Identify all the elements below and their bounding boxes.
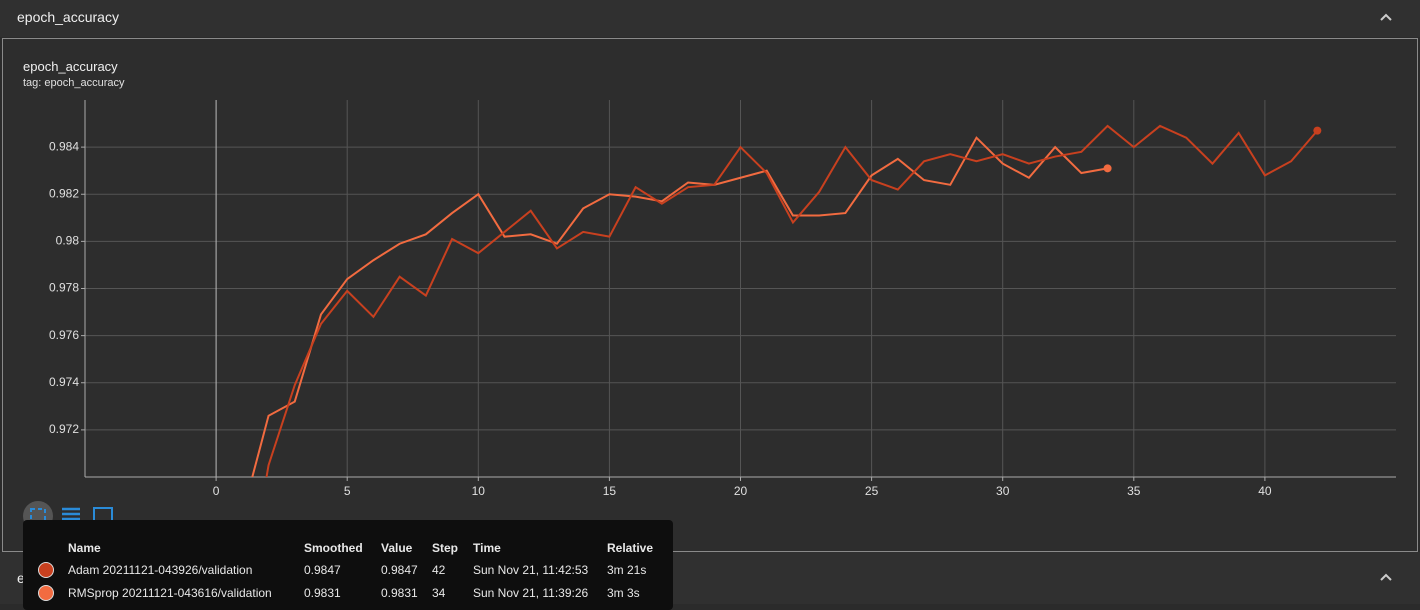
series-swatch (38, 562, 54, 578)
x-tick-label: 25 (865, 484, 879, 498)
y-tick-label: 0.984 (49, 139, 79, 153)
x-tick-label: 20 (734, 484, 748, 498)
step-cell: 34 (432, 586, 446, 600)
x-tick-label: 40 (1258, 484, 1272, 498)
toggle-log-button[interactable] (62, 507, 80, 521)
x-tick-label: 35 (1127, 484, 1141, 498)
plot-area (251, 124, 1322, 477)
collapse-icon[interactable] (1378, 570, 1394, 584)
x-tick-label: 30 (996, 484, 1010, 498)
y-tick-label: 0.978 (49, 281, 79, 295)
column-header: Smoothed (304, 541, 363, 555)
series-line (265, 124, 1319, 477)
series-name: Adam 20211121-043926/validation (68, 563, 253, 577)
y-tick-label: 0.976 (49, 328, 79, 342)
y-tick-label: 0.974 (49, 375, 79, 389)
series-name: RMSprop 20211121-043616/validation (68, 586, 272, 600)
series-line (251, 136, 1108, 477)
collapse-icon[interactable] (1378, 10, 1394, 24)
x-tick-label: 0 (213, 484, 220, 498)
smoothed-cell: 0.9831 (304, 586, 341, 600)
value-cell: 0.9831 (381, 586, 418, 600)
column-header: Time (473, 541, 501, 555)
y-tick-label: 0.98 (56, 234, 80, 248)
section-title: epoch_accuracy (17, 9, 119, 25)
section-header[interactable]: epoch_accuracy (0, 0, 1420, 37)
column-header: Value (381, 541, 413, 555)
time-cell: Sun Nov 21, 11:42:53 (473, 563, 589, 577)
time-cell: Sun Nov 21, 11:39:26 (473, 586, 589, 600)
step-cell: 42 (432, 563, 446, 577)
series-end-point (1313, 126, 1322, 135)
y-tick-label: 0.982 (49, 186, 79, 200)
x-tick-label: 10 (472, 484, 486, 498)
series-swatch (38, 585, 54, 601)
value-cell: 0.9847 (381, 563, 418, 577)
x-tick-label: 5 (344, 484, 351, 498)
chart: 0.972 0.974 0.976 0.978 0.98 0.982 0.984 0 5 10 15… (49, 100, 1396, 498)
relative-cell: 3m 3s (607, 586, 640, 600)
chart-card (2, 38, 1418, 552)
y-tick-label: 0.972 (49, 422, 79, 436)
relative-cell: 3m 21s (607, 563, 647, 577)
smoothed-cell: 0.9847 (304, 563, 341, 577)
x-tick-label: 15 (603, 484, 617, 498)
column-header: Step (432, 541, 459, 555)
card-title: epoch_accuracy (23, 59, 118, 74)
column-header: Name (68, 541, 101, 555)
card-tag: tag: epoch_accuracy (23, 77, 125, 89)
column-header: Relative (607, 541, 654, 555)
tooltip: Name Smoothed Value Step Time Relative Adam 20… (23, 520, 673, 610)
series-end-point (1103, 164, 1112, 173)
